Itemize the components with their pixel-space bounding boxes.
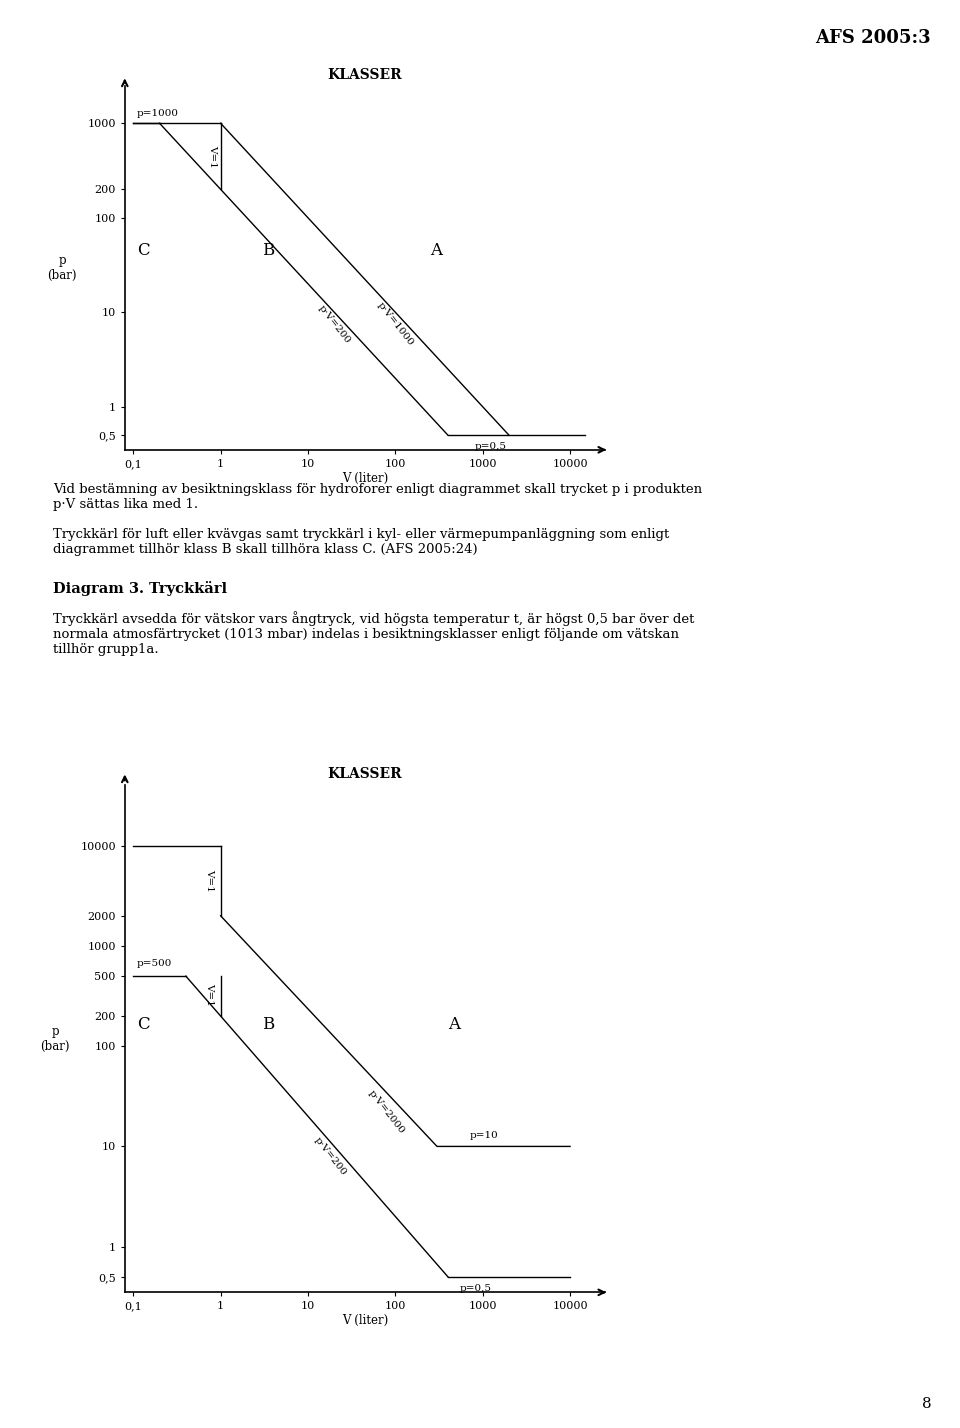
Text: Vid bestämning av besiktningsklass för hydroforer enligt diagrammet skall trycke: Vid bestämning av besiktningsklass för h…: [53, 483, 702, 511]
Text: C: C: [137, 1015, 150, 1032]
Text: p=500: p=500: [137, 960, 172, 968]
Text: V=1: V=1: [205, 870, 214, 892]
Text: Tryckkärl för luft eller kvävgas samt tryckkärl i kyl- eller värmepumpanläggning: Tryckkärl för luft eller kvävgas samt tr…: [53, 528, 669, 557]
Text: V=1: V=1: [208, 144, 218, 167]
X-axis label: V (liter): V (liter): [342, 471, 388, 484]
Text: A: A: [448, 1015, 460, 1032]
Text: 8: 8: [922, 1397, 931, 1411]
Text: p·V=200: p·V=200: [317, 303, 352, 346]
Text: p=0,5: p=0,5: [460, 1284, 492, 1294]
Text: B: B: [262, 1015, 275, 1032]
Text: B: B: [262, 243, 275, 260]
Text: C: C: [137, 243, 150, 260]
Text: p=10: p=10: [469, 1131, 498, 1141]
Text: p·V=2000: p·V=2000: [367, 1088, 407, 1135]
X-axis label: V (liter): V (liter): [342, 1314, 388, 1327]
Text: p·V=1000: p·V=1000: [375, 300, 415, 347]
Text: p·V=200: p·V=200: [313, 1135, 348, 1177]
Y-axis label: p
(bar): p (bar): [48, 254, 77, 281]
Text: Diagram 3. Tryckkärl: Diagram 3. Tryckkärl: [53, 581, 227, 597]
Text: Tryckkärl avsedda för vätskor vars ångtryck, vid högsta temperatur t, är högst 0: Tryckkärl avsedda för vätskor vars ångtr…: [53, 611, 694, 655]
Text: p=1000: p=1000: [137, 109, 179, 117]
Y-axis label: p
(bar): p (bar): [40, 1025, 70, 1052]
Text: p=0,5: p=0,5: [474, 443, 506, 451]
Text: AFS 2005:3: AFS 2005:3: [816, 29, 931, 47]
Text: V=1: V=1: [205, 982, 214, 1005]
Text: A: A: [430, 243, 443, 260]
Title: KLASSER: KLASSER: [327, 67, 402, 81]
Title: KLASSER: KLASSER: [327, 767, 402, 781]
